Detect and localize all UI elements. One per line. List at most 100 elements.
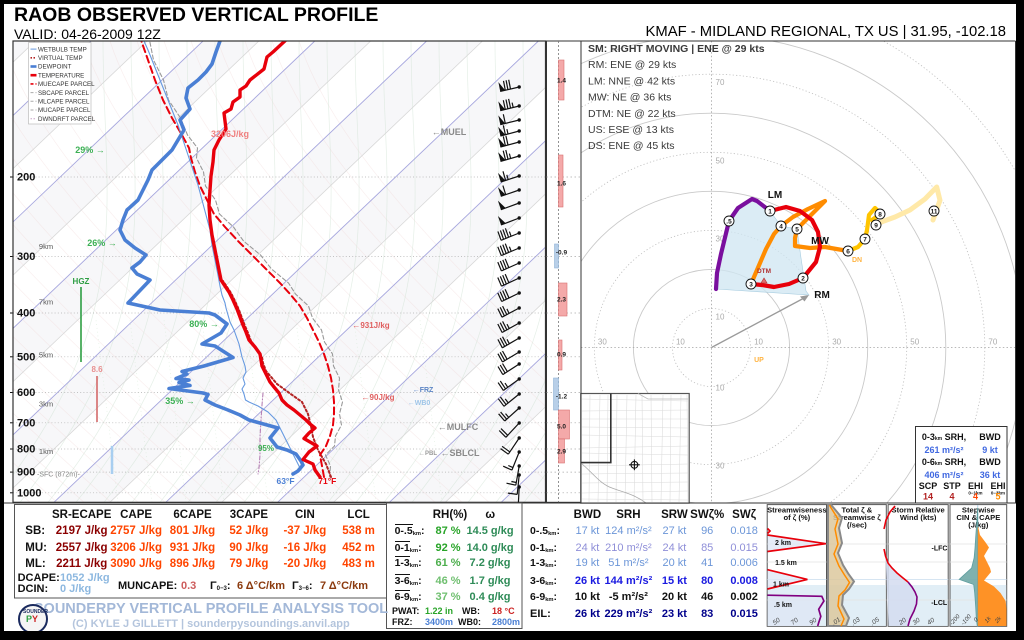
svg-text:7km: 7km bbox=[39, 298, 53, 307]
svg-text:Stepwise: Stepwise bbox=[962, 506, 995, 515]
svg-text:US: ESE @ 13 kts: US: ESE @ 13 kts bbox=[588, 124, 674, 136]
svg-text:(/sec): (/sec) bbox=[847, 521, 867, 530]
svg-text:50: 50 bbox=[716, 156, 725, 165]
svg-text:WETBULB TEMP: WETBULB TEMP bbox=[38, 46, 87, 53]
svg-text:DTM: NE @ 22 kts: DTM: NE @ 22 kts bbox=[588, 108, 676, 120]
svg-text:HGZ: HGZ bbox=[73, 277, 90, 286]
svg-text:1km: 1km bbox=[39, 447, 53, 456]
svg-text:95%: 95% bbox=[258, 444, 274, 453]
svg-text:2.3: 2.3 bbox=[557, 297, 566, 304]
svg-text:MUECAPE PARCEL: MUECAPE PARCEL bbox=[38, 81, 95, 88]
svg-text:9km: 9km bbox=[39, 242, 53, 251]
svg-text:-0.9: -0.9 bbox=[556, 250, 568, 257]
svg-text:.05: .05 bbox=[869, 616, 881, 627]
svg-text:10: 10 bbox=[676, 338, 685, 347]
svg-text:200: 200 bbox=[17, 171, 35, 183]
svg-text:7: 7 bbox=[863, 236, 867, 243]
svg-text:SM: RIGHT MOVING | ENE @ 29 kt: SM: RIGHT MOVING | ENE @ 29 kts bbox=[588, 43, 765, 55]
svg-text:1k: 1k bbox=[984, 615, 993, 624]
svg-text:30: 30 bbox=[598, 338, 607, 347]
svg-text:9 kt: 9 kt bbox=[982, 445, 998, 455]
svg-text:Streamwise ζ: Streamwise ζ bbox=[833, 513, 881, 522]
svg-text:←931J/kg: ←931J/kg bbox=[352, 321, 389, 330]
svg-text:5: 5 bbox=[995, 492, 1000, 502]
svg-text:3: 3 bbox=[749, 281, 753, 288]
svg-text:29% →: 29% → bbox=[75, 145, 105, 155]
svg-text:BWD: BWD bbox=[979, 432, 1001, 442]
svg-text:50: 50 bbox=[910, 338, 919, 347]
svg-text:-SFC (872m)-: -SFC (872m)- bbox=[37, 472, 80, 479]
svg-text:2 km: 2 km bbox=[775, 540, 791, 547]
svg-text:DTM: DTM bbox=[757, 268, 771, 275]
svg-text:DS: ENE @ 45 kts: DS: ENE @ 45 kts bbox=[588, 140, 675, 152]
svg-text:0-6km SRH,: 0-6km SRH, bbox=[922, 457, 966, 467]
svg-text:3206J/kg: 3206J/kg bbox=[211, 129, 249, 139]
svg-text:←SBLCL: ←SBLCL bbox=[441, 448, 480, 458]
svg-text:TEMPERATURE: TEMPERATURE bbox=[38, 72, 84, 79]
svg-text:4: 4 bbox=[949, 492, 954, 502]
svg-text:8.6: 8.6 bbox=[91, 365, 103, 374]
svg-text:2: 2 bbox=[801, 275, 805, 282]
svg-text:600: 600 bbox=[17, 387, 35, 399]
svg-text:9: 9 bbox=[874, 222, 878, 229]
svg-text:MLCAPE PARCEL: MLCAPE PARCEL bbox=[38, 99, 90, 106]
svg-text:35% →: 35% → bbox=[165, 396, 195, 406]
svg-text:1 km: 1 km bbox=[773, 582, 789, 589]
svg-text:11: 11 bbox=[931, 208, 938, 215]
svg-text:1.6: 1.6 bbox=[557, 181, 566, 188]
svg-text:DN: DN bbox=[852, 257, 862, 264]
svg-text:MUCAPE PARCEL: MUCAPE PARCEL bbox=[38, 107, 91, 114]
svg-text:10: 10 bbox=[754, 338, 763, 347]
svg-text:2.9: 2.9 bbox=[557, 449, 566, 456]
svg-text:36 kt: 36 kt bbox=[980, 470, 1001, 480]
svg-text:6: 6 bbox=[846, 248, 850, 255]
svg-text:3km: 3km bbox=[39, 400, 53, 409]
svg-text:LM: NNE @ 42 kts: LM: NNE @ 42 kts bbox=[588, 75, 675, 87]
svg-text:DEWPOINT: DEWPOINT bbox=[38, 64, 72, 71]
svg-text:BWD: BWD bbox=[979, 457, 1001, 467]
svg-text:.01: .01 bbox=[831, 616, 843, 627]
svg-text:Wind (kts): Wind (kts) bbox=[900, 513, 937, 522]
svg-text:5: 5 bbox=[795, 226, 799, 233]
svg-text:30: 30 bbox=[832, 338, 841, 347]
svg-text:1.4: 1.4 bbox=[557, 78, 566, 85]
svg-text:EHI: EHI bbox=[968, 481, 983, 491]
svg-text:70: 70 bbox=[988, 338, 997, 347]
svg-text:←FRZ: ←FRZ bbox=[413, 387, 434, 394]
svg-text:MW: MW bbox=[811, 236, 829, 247]
svg-text:10: 10 bbox=[716, 384, 725, 393]
svg-text:0: 0 bbox=[973, 617, 980, 624]
svg-text:1.5 km: 1.5 km bbox=[775, 560, 797, 567]
svg-text:2k: 2k bbox=[994, 615, 1004, 625]
svg-text:10: 10 bbox=[716, 312, 725, 321]
svg-text:300: 300 bbox=[17, 251, 35, 263]
svg-text:EHI: EHI bbox=[990, 481, 1005, 491]
svg-text:←PBL: ←PBL bbox=[419, 451, 437, 457]
svg-text:50: 50 bbox=[772, 617, 782, 627]
svg-text:←90J/kg: ←90J/kg bbox=[362, 393, 395, 402]
svg-text:←MUEL: ←MUEL bbox=[432, 127, 467, 137]
svg-text:90: 90 bbox=[808, 617, 818, 627]
svg-text:1000: 1000 bbox=[17, 487, 41, 499]
svg-text:500: 500 bbox=[17, 351, 35, 363]
svg-text:of ζ (%): of ζ (%) bbox=[783, 513, 810, 522]
svg-text:70: 70 bbox=[716, 78, 725, 87]
svg-text:Streamwiseness: Streamwiseness bbox=[767, 506, 827, 515]
svg-text:0-3km SRH,: 0-3km SRH, bbox=[922, 432, 966, 442]
svg-text:700: 700 bbox=[17, 417, 35, 429]
svg-text:20: 20 bbox=[897, 617, 908, 628]
svg-text:←MULFC: ←MULFC bbox=[438, 422, 479, 432]
svg-text:-LFC: -LFC bbox=[932, 546, 948, 553]
svg-text:63°F: 63°F bbox=[276, 476, 294, 486]
svg-text:406 m²/s²: 406 m²/s² bbox=[924, 470, 963, 480]
svg-text:4: 4 bbox=[779, 223, 783, 230]
svg-text:30: 30 bbox=[716, 462, 725, 471]
svg-text:0−3km: 0−3km bbox=[991, 491, 1005, 496]
svg-text:.5: .5 bbox=[726, 218, 732, 225]
svg-text:4: 4 bbox=[973, 492, 978, 502]
svg-text:LM: LM bbox=[768, 190, 782, 201]
svg-text:Total ζ &: Total ζ & bbox=[842, 506, 873, 515]
svg-text:71°F: 71°F bbox=[318, 476, 336, 486]
svg-text:SBCAPE PARCEL: SBCAPE PARCEL bbox=[38, 90, 90, 97]
svg-text:(J/kg): (J/kg) bbox=[968, 521, 989, 530]
